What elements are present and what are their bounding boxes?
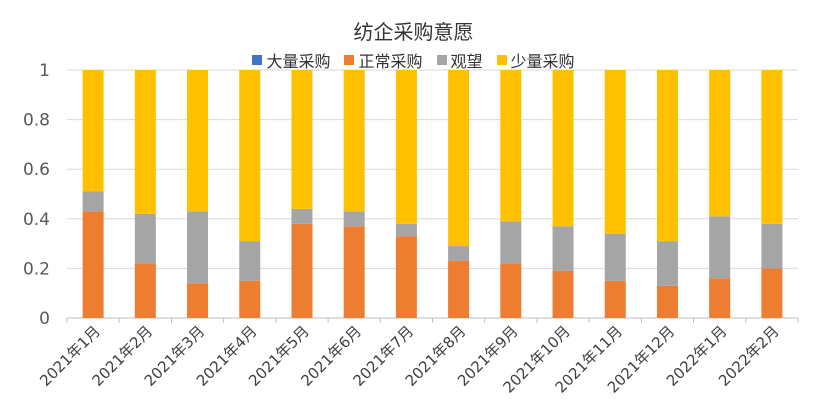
- bar-segment: [448, 246, 470, 261]
- legend-swatch: [436, 55, 447, 65]
- bar-segment: [291, 208, 313, 224]
- legend: 大量采购 正常采购 观望 少量采购: [0, 48, 827, 72]
- bar-segment: [395, 223, 417, 237]
- legend-item-large-purchase: 大量采购: [252, 48, 330, 72]
- y-tick-label: 0.2: [23, 259, 50, 279]
- y-tick-label: 0.6: [23, 160, 50, 180]
- bar-segment: [656, 241, 678, 286]
- bar-segment: [343, 226, 365, 318]
- bar-segment: [656, 285, 678, 318]
- bar-segment: [448, 70, 470, 247]
- legend-label: 正常采购: [358, 52, 423, 71]
- legend-swatch: [344, 55, 355, 65]
- y-tick-label: 1: [39, 61, 50, 81]
- bar-segment: [134, 213, 156, 264]
- bar-segment: [291, 70, 313, 209]
- legend-label: 少量采购: [510, 52, 575, 71]
- bar-segment: [500, 221, 522, 264]
- bar-segment: [448, 260, 470, 318]
- bar-segment: [343, 211, 365, 227]
- bar-segment: [239, 70, 261, 242]
- legend-label: 观望: [450, 52, 483, 71]
- legend-item-small-purchase: 少量采购: [496, 48, 575, 72]
- bar-segment: [500, 70, 522, 222]
- bar-segment: [239, 280, 261, 318]
- bar-segment: [604, 280, 626, 318]
- bar-segment: [552, 226, 574, 271]
- bar-segment: [187, 283, 209, 318]
- bar-segment: [500, 263, 522, 318]
- bar-segment: [134, 70, 156, 214]
- bar-segment: [709, 216, 731, 279]
- legend-label: 大量采购: [266, 52, 331, 71]
- bar-segment: [82, 70, 104, 192]
- bar-segment: [395, 70, 417, 224]
- bar-segment: [343, 70, 365, 212]
- bar-segment: [604, 233, 626, 281]
- bar-segment: [239, 241, 261, 281]
- bar-segment: [187, 211, 209, 284]
- bar-segment: [604, 70, 626, 234]
- legend-swatch: [252, 55, 263, 65]
- bar-segment: [187, 70, 209, 212]
- bar-segment: [134, 263, 156, 318]
- y-tick-label: 0.8: [23, 111, 50, 131]
- chart-title: 纺企采购意愿: [353, 20, 474, 44]
- bar-segment: [291, 223, 313, 318]
- bar-segment: [656, 70, 678, 242]
- bar-segment: [82, 191, 104, 212]
- bar-segment: [709, 70, 731, 217]
- bar-segment: [709, 278, 731, 318]
- legend-swatch: [496, 55, 507, 65]
- bar-segment: [82, 211, 104, 318]
- y-tick-label: 0.4: [23, 210, 50, 230]
- bar-segment: [761, 268, 783, 318]
- legend-item-wait-and-see: 观望: [436, 48, 483, 72]
- bar-segment: [395, 236, 417, 318]
- bar-segment: [552, 70, 574, 227]
- legend-item-normal-purchase: 正常采购: [344, 48, 423, 72]
- bar-segment: [761, 70, 783, 224]
- y-tick-label: 0: [39, 309, 50, 329]
- bar-segment: [552, 270, 574, 318]
- bar-segment: [761, 223, 783, 269]
